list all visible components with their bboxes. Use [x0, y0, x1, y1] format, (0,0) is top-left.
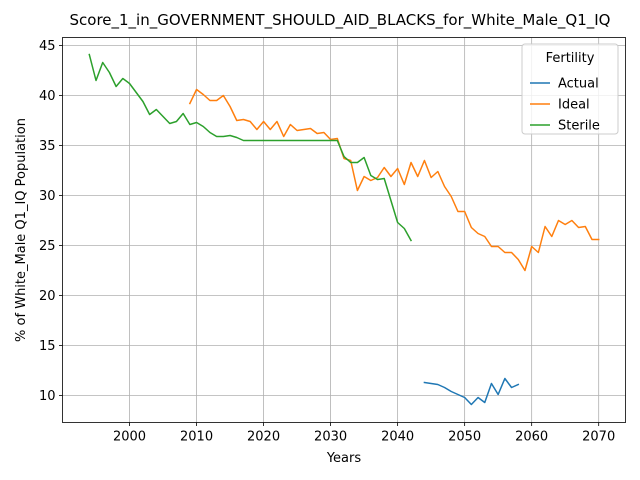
- y-tick-label: 30: [39, 189, 56, 204]
- y-tick-label: 20: [39, 289, 56, 304]
- series-line-actual: [423, 377, 520, 406]
- x-tick-label: 2020: [247, 430, 280, 445]
- x-tick-label: 2060: [515, 430, 548, 445]
- legend-label-ideal: Ideal: [558, 98, 590, 113]
- x-tick-label: 2070: [582, 430, 615, 445]
- x-tick-label: 2050: [448, 430, 481, 445]
- x-axis-ticks: 2000 2010 2020 2030 2040 2050 2060 2070: [113, 422, 615, 445]
- y-axis-ticks: 10 15 20 25 30 35 40 45: [39, 39, 63, 404]
- series-line-sterile: [88, 53, 413, 242]
- y-tick-label: 40: [39, 89, 56, 104]
- y-tick-label: 45: [39, 39, 56, 54]
- legend-box: [521, 43, 619, 135]
- legend: Fertility Actual Ideal Sterile: [521, 43, 619, 135]
- series-line-ideal: [188, 88, 600, 272]
- x-axis-label: Years: [326, 451, 362, 466]
- y-tick-label: 35: [39, 139, 56, 154]
- y-axis-label: % of White_Male Q1_IQ Population: [14, 118, 29, 342]
- y-tick-label: 15: [39, 339, 56, 354]
- chart-title: Score_1_in_GOVERNMENT_SHOULD_AID_BLACKS_…: [70, 11, 611, 30]
- x-tick-label: 2040: [381, 430, 414, 445]
- legend-label-actual: Actual: [558, 77, 599, 92]
- legend-label-sterile: Sterile: [558, 119, 600, 134]
- plot-frame: [62, 37, 626, 423]
- x-tick-label: 2010: [180, 430, 213, 445]
- series-lines: [88, 53, 600, 406]
- x-tick-label: 2000: [113, 430, 146, 445]
- legend-title: Fertility: [546, 51, 595, 66]
- x-tick-label: 2030: [314, 430, 347, 445]
- y-tick-label: 10: [39, 389, 56, 404]
- y-tick-label: 25: [39, 239, 56, 254]
- grid-lines: [62, 37, 626, 423]
- legend-items: Actual Ideal Sterile: [530, 77, 600, 134]
